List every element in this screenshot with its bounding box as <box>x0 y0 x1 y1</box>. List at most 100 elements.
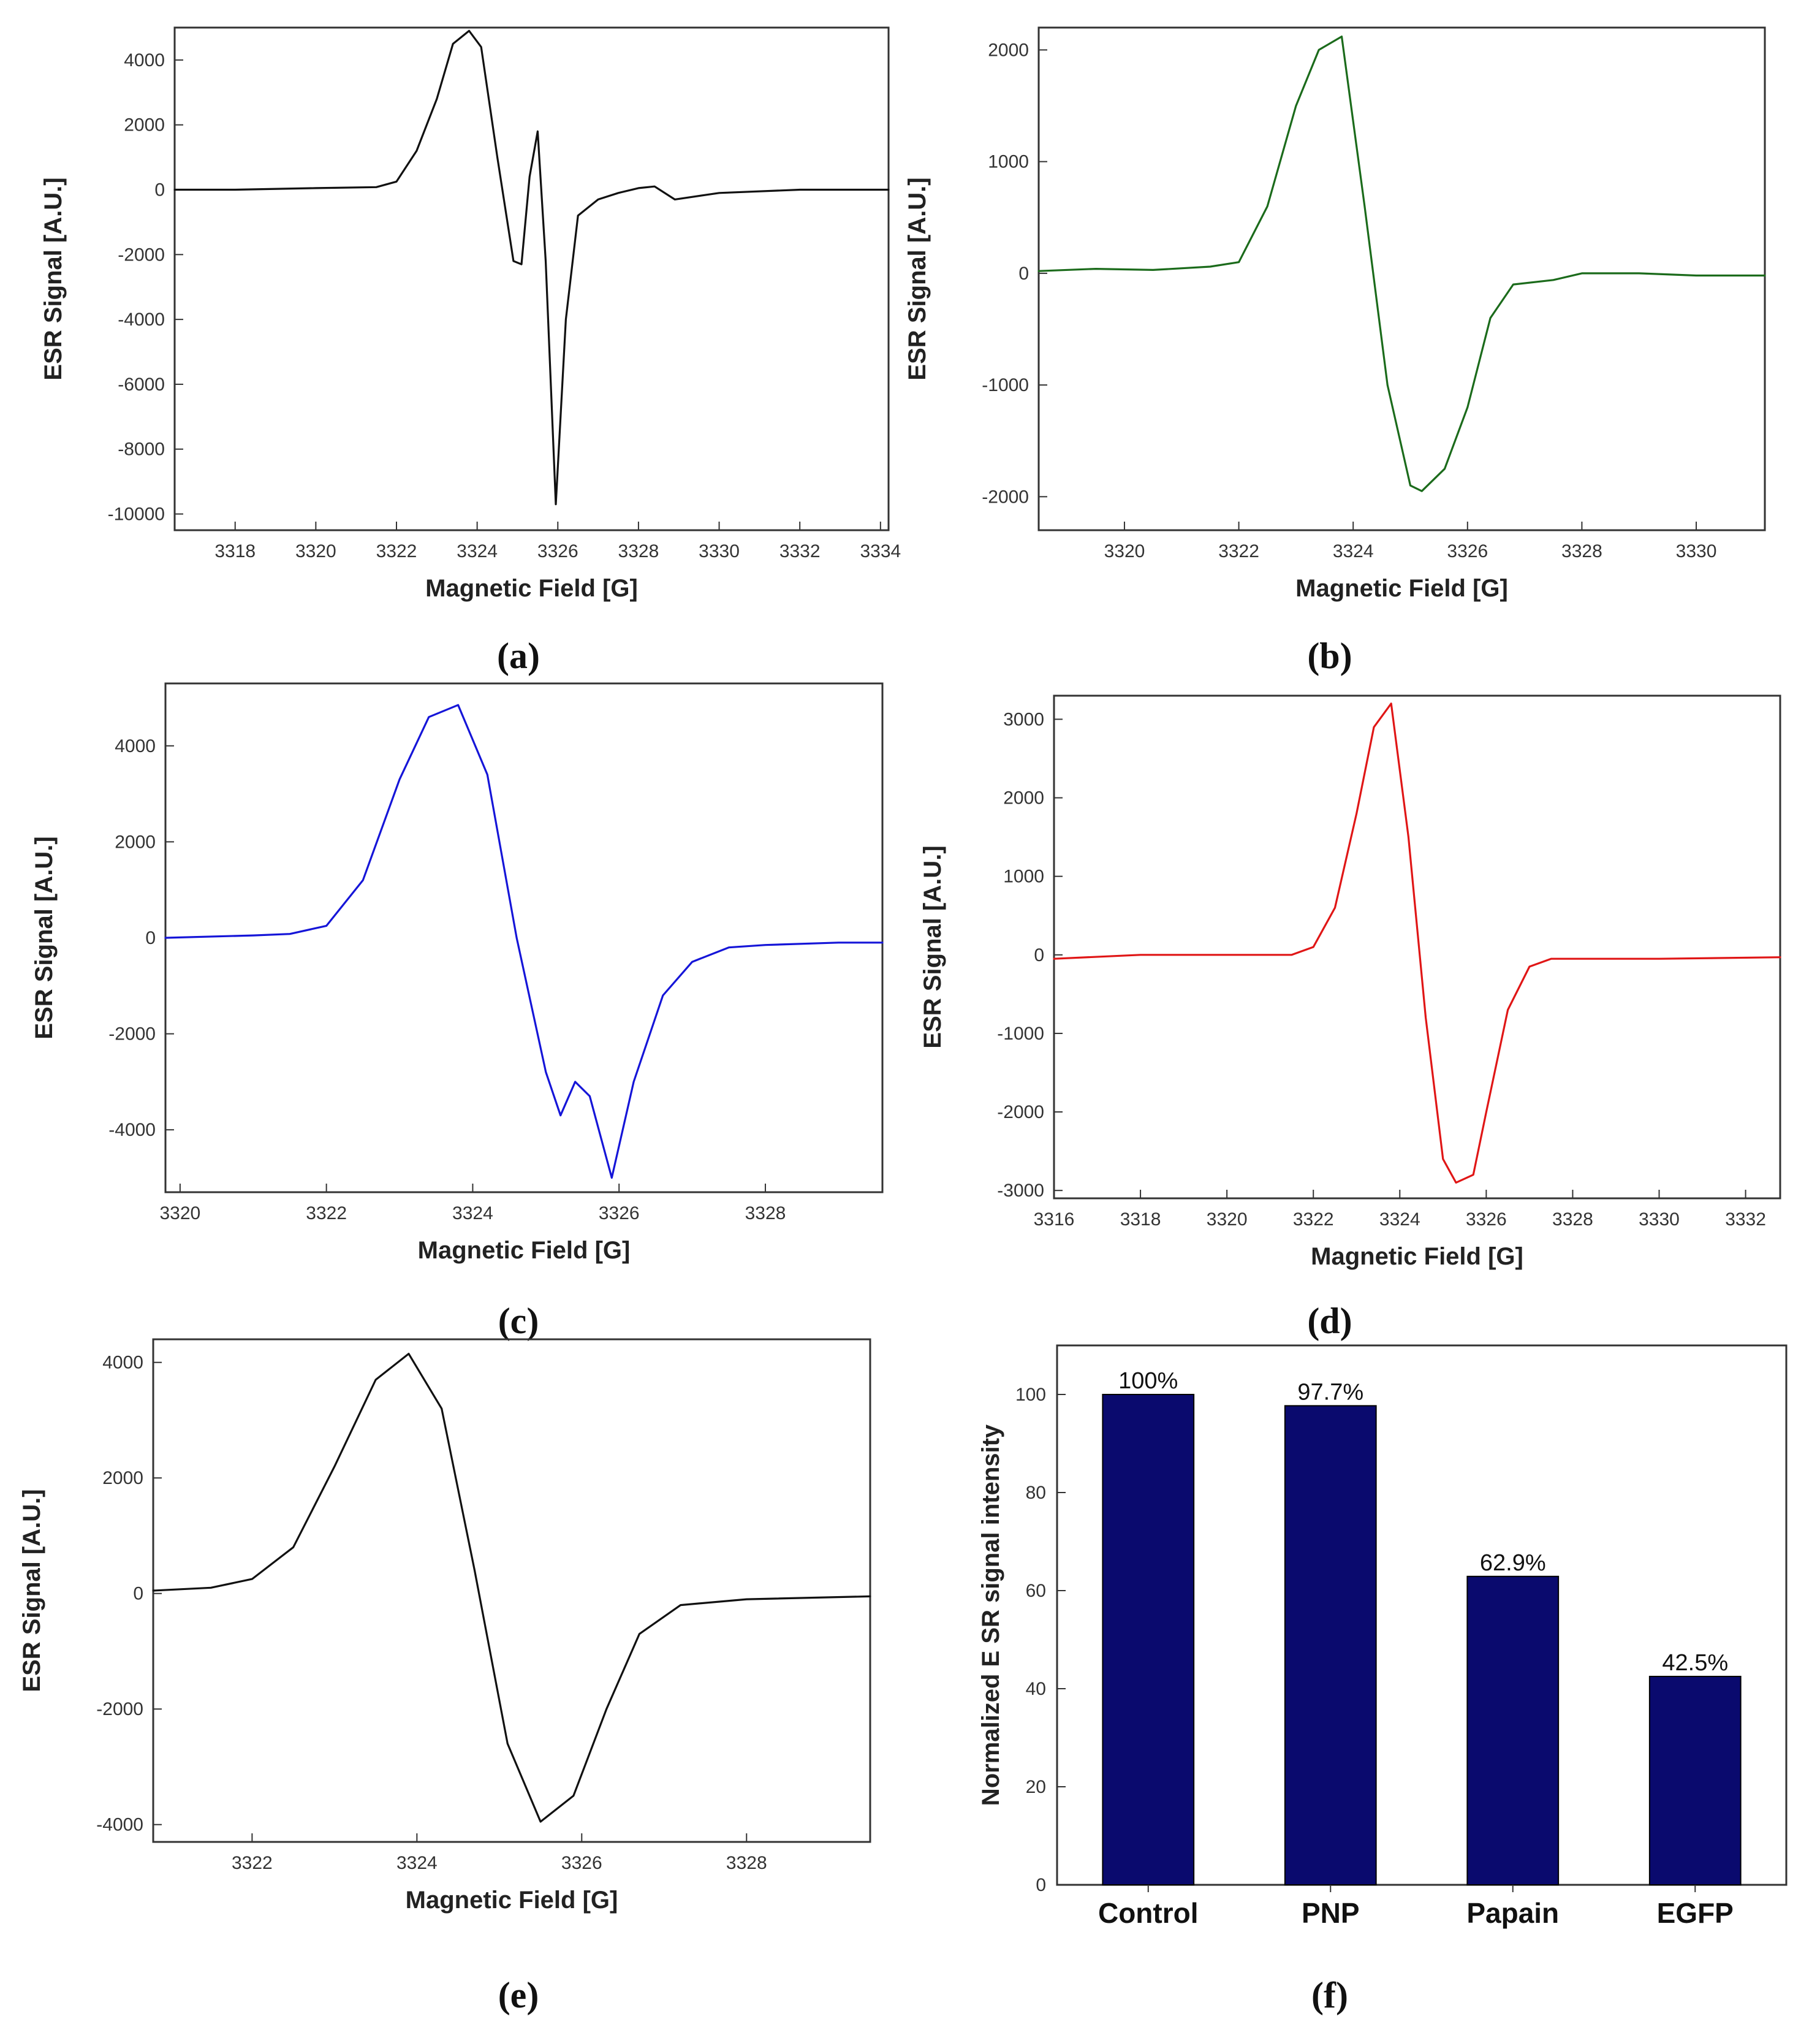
x-tick-label: 3326 <box>1466 1209 1507 1230</box>
x-tick-label: 3326 <box>561 1853 602 1873</box>
panel-label: (f) <box>1311 1975 1348 2015</box>
x-tick-label: 3320 <box>1207 1209 1248 1230</box>
y-tick-label: -1000 <box>982 375 1029 395</box>
x-category-label: Papain <box>1466 1897 1559 1929</box>
bar-control <box>1102 1394 1195 1885</box>
bar-data-label: 42.5% <box>1662 1650 1728 1676</box>
y-tick-label: -2000 <box>96 1699 143 1719</box>
x-tick-label: 3330 <box>699 541 740 561</box>
x-tick-label: 3320 <box>1104 541 1145 561</box>
x-tick-label: 3318 <box>1120 1209 1161 1230</box>
panel-label: (e) <box>498 1975 539 2015</box>
y-axis-label: ESR Signal [A.U.] <box>904 177 931 380</box>
panel-label: (c) <box>498 1301 539 1341</box>
x-axis-label: Magnetic Field [G] <box>1295 575 1508 602</box>
y-tick-label: 2000 <box>1003 788 1044 808</box>
x-category-label: EGFP <box>1657 1897 1734 1929</box>
y-tick-label: 0 <box>133 1584 143 1604</box>
y-tick-label: 4000 <box>124 50 165 70</box>
x-tick-label: 3326 <box>599 1203 640 1223</box>
y-tick-label: -6000 <box>118 375 165 395</box>
x-tick-label: 3324 <box>396 1853 438 1873</box>
y-axis-label: ESR Signal [A.U.] <box>31 836 58 1039</box>
y-tick-label: 2000 <box>115 832 156 852</box>
plot-frame <box>164 682 884 1193</box>
chart-panel-f: 0 20 40 60 80 100 100% Control 97.7% PNP 62.9% Papa… <box>977 1344 1788 2015</box>
x-tick-label: 3328 <box>745 1203 786 1223</box>
y-tick-label: 2000 <box>102 1468 143 1488</box>
plot-frame <box>152 1338 871 1843</box>
y-tick-label: 80 <box>1026 1483 1046 1503</box>
bar-data-label: 62.9% <box>1480 1550 1546 1576</box>
y-tick-label: 100 <box>1015 1385 1046 1405</box>
x-tick-label: 3322 <box>232 1853 273 1873</box>
x-tick-label: 3322 <box>1293 1209 1334 1230</box>
y-tick-label: 20 <box>1026 1777 1046 1797</box>
y-axis-label: ESR Signal [A.U.] <box>18 1489 45 1692</box>
esr-trace-c <box>164 704 884 1179</box>
x-tick-label: 3316 <box>1034 1209 1075 1230</box>
x-tick-label: 3326 <box>1447 541 1488 561</box>
x-tick-label: 3330 <box>1676 541 1717 561</box>
y-tick-label: -2000 <box>108 1024 156 1044</box>
y-tick-label: -4000 <box>118 310 165 330</box>
x-tick-label: 3318 <box>214 541 256 561</box>
x-tick-label: 3332 <box>1725 1209 1766 1230</box>
x-tick-label: 3328 <box>726 1853 767 1873</box>
y-tick-label: 0 <box>154 180 165 200</box>
plot-frame <box>173 26 890 531</box>
x-tick-label: 3332 <box>779 541 821 561</box>
x-axis-label: Magnetic Field [G] <box>406 1887 618 1914</box>
x-category-label: Control <box>1098 1897 1199 1929</box>
x-tick-label: 3322 <box>306 1203 347 1223</box>
plot-frame <box>1053 694 1781 1200</box>
chart-panel-a: 3318 3320 3322 3324 3326 3328 3330 3332 3334 4000… <box>40 26 901 676</box>
y-tick-label: -3000 <box>997 1181 1044 1201</box>
x-axis-label: Magnetic Field [G] <box>418 1237 631 1264</box>
y-tick-label: 3000 <box>1003 709 1044 729</box>
y-axis-label: ESR Signal [A.U.] <box>919 845 946 1048</box>
y-tick-label: 2000 <box>988 40 1029 60</box>
y-axis-label: Normalized E SR signal intensity <box>977 1424 1004 1806</box>
x-tick-label: 3328 <box>1552 1209 1593 1230</box>
x-tick-label: 3324 <box>457 541 498 561</box>
x-tick-label: 3334 <box>860 541 901 561</box>
y-tick-label: 40 <box>1026 1679 1046 1699</box>
bar-data-label: 97.7% <box>1297 1379 1363 1405</box>
y-tick-label: -2000 <box>997 1102 1044 1122</box>
esr-trace-e <box>152 1353 871 1823</box>
x-tick-label: 3330 <box>1639 1209 1680 1230</box>
x-tick-label: 3328 <box>1561 541 1602 561</box>
y-tick-label: 2000 <box>124 115 165 135</box>
y-tick-label: 0 <box>1034 945 1044 965</box>
panel-label: (d) <box>1307 1301 1352 1341</box>
y-tick-label: -4000 <box>96 1815 143 1835</box>
plot-frame <box>1037 26 1766 531</box>
bar-egfp <box>1648 1676 1742 1885</box>
x-tick-label: 3324 <box>1333 541 1374 561</box>
x-tick-label: 3320 <box>295 541 336 561</box>
esr-trace-a <box>173 29 890 506</box>
esr-trace-d <box>1053 702 1781 1184</box>
y-tick-label: 4000 <box>115 736 156 756</box>
x-tick-label: 3324 <box>452 1203 493 1223</box>
chart-panel-c: 3320 3322 3324 3326 3328 4000 2000 0 -2000 -4000 M… <box>31 682 884 1341</box>
x-tick-label: 3322 <box>1218 541 1259 561</box>
y-tick-label: 0 <box>145 928 156 948</box>
y-tick-label: -1000 <box>997 1024 1044 1044</box>
chart-panel-e: 3322 3324 3326 3328 4000 2000 0 -2000 -4000 Magne… <box>18 1338 871 2015</box>
y-tick-label: 0 <box>1018 264 1029 284</box>
x-tick-label: 3320 <box>160 1203 201 1223</box>
y-tick-label: -4000 <box>108 1120 156 1140</box>
y-axis-label: ESR Signal [A.U.] <box>40 177 67 380</box>
y-tick-label: 4000 <box>102 1353 143 1373</box>
y-tick-label: -10000 <box>108 504 165 525</box>
y-tick-label: -8000 <box>118 439 165 460</box>
panel-label: (b) <box>1307 636 1352 676</box>
panel-label: (a) <box>497 636 540 676</box>
esr-trace-b <box>1037 35 1766 492</box>
x-tick-label: 3322 <box>376 541 417 561</box>
y-tick-label: 1000 <box>1003 867 1044 887</box>
chart-panel-d: 3316 3318 3320 3322 3324 3326 3328 3330 3332 3000… <box>919 694 1781 1341</box>
